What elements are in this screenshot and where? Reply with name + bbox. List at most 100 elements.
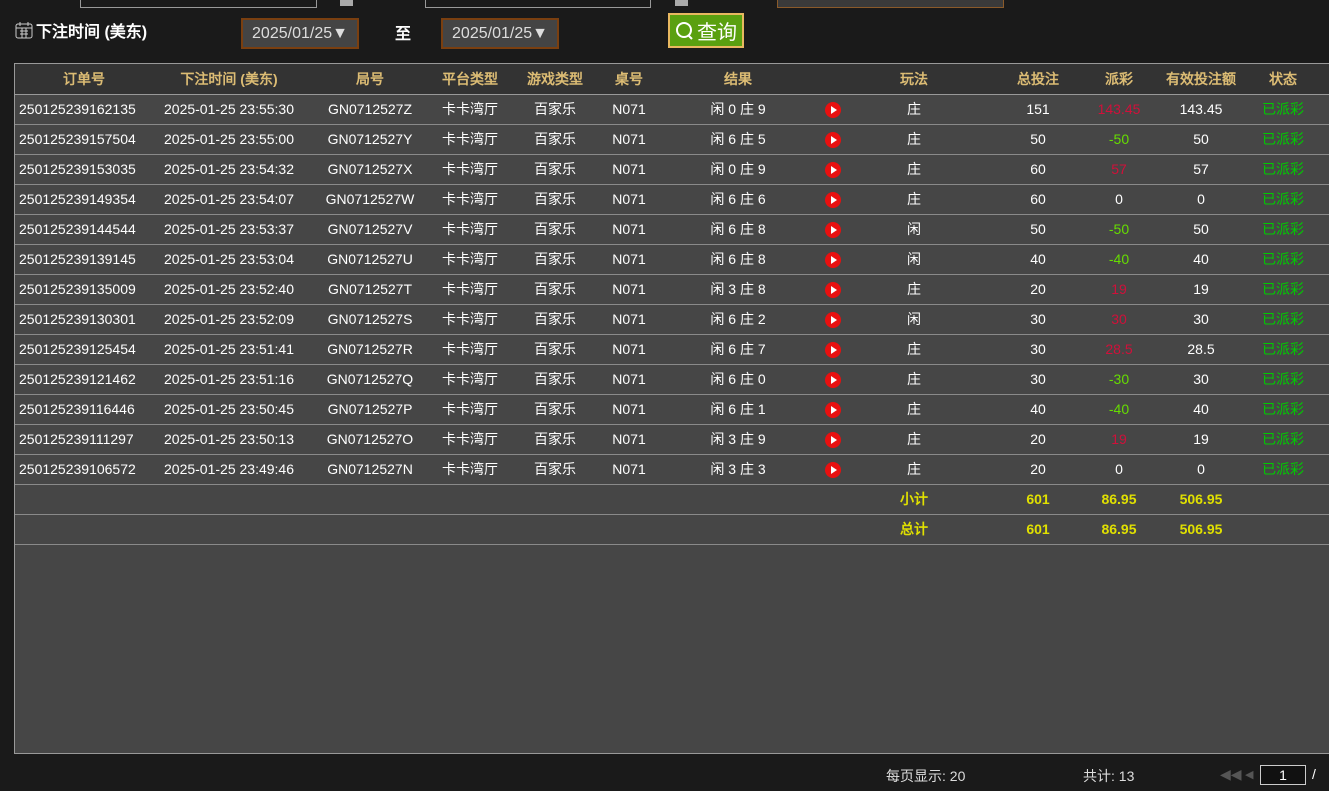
- game-type-cell: 百家乐: [505, 424, 605, 455]
- table-row[interactable]: 250125239144544 2025-01-25 23:53:37 GN0712…: [15, 214, 1329, 245]
- table-row[interactable]: 250125239121462 2025-01-25 23:51:16 GN0712…: [15, 364, 1329, 395]
- play-video-icon[interactable]: [825, 101, 841, 118]
- status-cell: 已派彩: [1255, 364, 1311, 395]
- top-checkbox-2[interactable]: [675, 0, 688, 6]
- bet-time-cell: 2025-01-25 23:50:45: [153, 394, 305, 425]
- bet-type-cell: 庄: [843, 394, 985, 425]
- table-no-cell: N071: [605, 184, 653, 215]
- table-row[interactable]: 250125239135009 2025-01-25 23:52:40 GN0712…: [15, 274, 1329, 305]
- column-header: 下注时间 (美东): [153, 64, 305, 95]
- status-cell: 已派彩: [1255, 334, 1311, 365]
- dropdown-arrow-icon: ▼: [532, 24, 548, 42]
- bet-time-cell: 2025-01-25 23:55:00: [153, 124, 305, 155]
- table-row[interactable]: 250125239149354 2025-01-25 23:54:07 GN0712…: [15, 184, 1329, 215]
- subtotal-total-bet: 601: [985, 484, 1091, 515]
- column-header: 订单号: [15, 64, 153, 95]
- top-dropdown[interactable]: [777, 0, 1004, 8]
- play-video-icon[interactable]: [825, 311, 841, 328]
- table-row[interactable]: 250125239125454 2025-01-25 23:51:41 GN0712…: [15, 334, 1329, 365]
- result-cell: 闲 0 庄 9: [653, 154, 823, 185]
- payout-cell: -40: [1091, 244, 1147, 275]
- play-video-icon[interactable]: [825, 401, 841, 418]
- play-video-cell: [823, 454, 843, 485]
- to-label: 至: [395, 26, 412, 43]
- play-video-icon[interactable]: [825, 341, 841, 358]
- payout-cell: 30: [1091, 304, 1147, 335]
- table-row[interactable]: 250125239139145 2025-01-25 23:53:04 GN0712…: [15, 244, 1329, 275]
- play-video-icon[interactable]: [825, 281, 841, 298]
- result-cell: 闲 6 庄 8: [653, 244, 823, 275]
- table-no-cell: N071: [605, 244, 653, 275]
- start-date-select[interactable]: 2025/01/25 ▼: [241, 18, 359, 49]
- result-cell: 闲 6 庄 6: [653, 184, 823, 215]
- query-button[interactable]: 查询: [668, 13, 744, 48]
- status-cell: 已派彩: [1255, 394, 1311, 425]
- table-row[interactable]: 250125239153035 2025-01-25 23:54:32 GN0712…: [15, 154, 1329, 185]
- bet-type-cell: 庄: [843, 184, 985, 215]
- column-header: 总投注: [985, 64, 1091, 95]
- game-type-cell: 百家乐: [505, 364, 605, 395]
- first-page-icon[interactable]: ◀◀: [1220, 766, 1242, 782]
- payout-cell: -40: [1091, 394, 1147, 425]
- column-header: 结果: [653, 64, 823, 95]
- game-type-cell: 百家乐: [505, 304, 605, 335]
- total-bet-cell: 40: [985, 394, 1091, 425]
- table-row[interactable]: 250125239106572 2025-01-25 23:49:46 GN0712…: [15, 454, 1329, 485]
- bet-type-cell: 庄: [843, 334, 985, 365]
- game-type-cell: 百家乐: [505, 394, 605, 425]
- table-row[interactable]: 250125239157504 2025-01-25 23:55:00 GN0712…: [15, 124, 1329, 155]
- calendar-icon: [15, 22, 33, 39]
- table-no-cell: N071: [605, 214, 653, 245]
- play-video-icon[interactable]: [825, 431, 841, 448]
- play-video-cell: [823, 154, 843, 185]
- platform-cell: 卡卡湾厅: [435, 274, 505, 305]
- platform-cell: 卡卡湾厅: [435, 214, 505, 245]
- total-label: 总计: [843, 514, 985, 545]
- total-bet-cell: 20: [985, 274, 1091, 305]
- bet-type-cell: 闲: [843, 214, 985, 245]
- play-video-icon[interactable]: [825, 131, 841, 148]
- play-video-cell: [823, 424, 843, 455]
- payout-cell: 19: [1091, 424, 1147, 455]
- table-row[interactable]: 250125239162135 2025-01-25 23:55:30 GN0712…: [15, 94, 1329, 125]
- valid-bet-cell: 0: [1147, 184, 1255, 215]
- top-checkbox-1[interactable]: [340, 0, 353, 6]
- column-header: 派彩: [1091, 64, 1147, 95]
- end-date-select[interactable]: 2025/01/25 ▼: [441, 18, 559, 49]
- date-filter-label: 下注时间 (美东): [14, 18, 147, 42]
- bet-time-cell: 2025-01-25 23:53:04: [153, 244, 305, 275]
- valid-bet-cell: 19: [1147, 424, 1255, 455]
- result-cell: 闲 6 庄 8: [653, 214, 823, 245]
- bet-time-cell: 2025-01-25 23:52:09: [153, 304, 305, 335]
- order-id-cell: 250125239121462: [15, 364, 153, 395]
- column-header: 桌号: [605, 64, 653, 95]
- page-input[interactable]: [1260, 765, 1306, 785]
- platform-cell: 卡卡湾厅: [435, 454, 505, 485]
- play-video-icon[interactable]: [825, 161, 841, 178]
- status-cell: 已派彩: [1255, 244, 1311, 275]
- total-bet-cell: 30: [985, 334, 1091, 365]
- order-id-cell: 250125239139145: [15, 244, 153, 275]
- valid-bet-cell: 30: [1147, 304, 1255, 335]
- top-input-2[interactable]: [425, 0, 651, 8]
- top-input-1[interactable]: [80, 0, 317, 8]
- play-video-icon[interactable]: [825, 461, 841, 478]
- bet-time-cell: 2025-01-25 23:49:46: [153, 454, 305, 485]
- platform-cell: 卡卡湾厅: [435, 304, 505, 335]
- play-video-icon[interactable]: [825, 221, 841, 238]
- result-cell: 闲 6 庄 0: [653, 364, 823, 395]
- total-valid-bet: 506.95: [1147, 514, 1255, 545]
- table-row[interactable]: 250125239130301 2025-01-25 23:52:09 GN0712…: [15, 304, 1329, 335]
- total-bet-cell: 40: [985, 244, 1091, 275]
- bet-time-cell: 2025-01-25 23:55:30: [153, 94, 305, 125]
- table-row[interactable]: 250125239116446 2025-01-25 23:50:45 GN0712…: [15, 394, 1329, 425]
- table-row[interactable]: 250125239111297 2025-01-25 23:50:13 GN0712…: [15, 424, 1329, 455]
- play-video-icon[interactable]: [825, 191, 841, 208]
- total-count-label: 共计: 13: [1083, 768, 1135, 784]
- play-video-icon[interactable]: [825, 371, 841, 388]
- valid-bet-cell: 143.45: [1147, 94, 1255, 125]
- prev-page-icon[interactable]: ◀: [1245, 769, 1254, 781]
- payout-cell: 19: [1091, 274, 1147, 305]
- play-video-icon[interactable]: [825, 251, 841, 268]
- round-id-cell: GN0712527X: [305, 154, 435, 185]
